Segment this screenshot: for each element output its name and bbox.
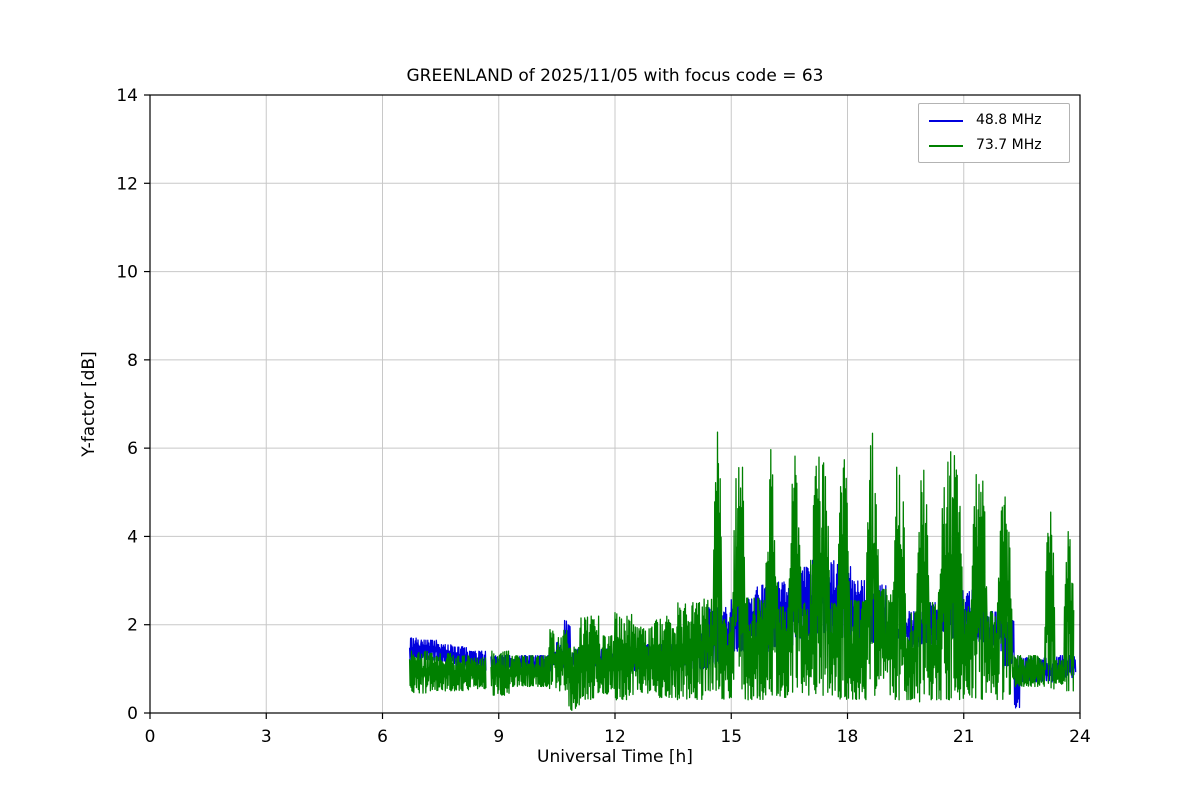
legend-item: 48.8 MHz bbox=[929, 111, 1059, 130]
series-line-73-7-mhz bbox=[408, 650, 487, 694]
legend-label: 48.8 MHz bbox=[976, 112, 1042, 128]
series-line-73-7-mhz bbox=[490, 431, 1075, 712]
x-tick-label: 0 bbox=[145, 727, 156, 747]
x-tick-label: 6 bbox=[377, 727, 388, 747]
y-tick-label: 4 bbox=[127, 527, 138, 547]
x-axis-label: Universal Time [h] bbox=[537, 747, 693, 767]
y-tick-label: 6 bbox=[127, 439, 138, 459]
legend-label: 73.7 MHz bbox=[976, 137, 1042, 153]
x-tick-label: 21 bbox=[953, 727, 975, 747]
y-tick-label: 0 bbox=[127, 704, 138, 724]
x-tick-label: 24 bbox=[1069, 727, 1091, 747]
x-tick-label: 18 bbox=[837, 727, 859, 747]
x-tick-label: 9 bbox=[493, 727, 504, 747]
y-tick-label: 8 bbox=[127, 351, 138, 371]
y-tick-label: 14 bbox=[116, 86, 138, 106]
y-axis-label: Y-factor [dB] bbox=[79, 351, 99, 457]
y-tick-label: 12 bbox=[116, 174, 138, 194]
y-tick-label: 2 bbox=[127, 616, 138, 636]
legend-item: 73.7 MHz bbox=[929, 136, 1059, 155]
chart-title: GREENLAND of 2025/11/05 with focus code … bbox=[406, 66, 824, 86]
x-tick-label: 3 bbox=[261, 727, 272, 747]
legend: 48.8 MHz 73.7 MHz bbox=[918, 103, 1070, 163]
x-tick-label: 15 bbox=[720, 727, 742, 747]
legend-line-swatch-48-8-mhz bbox=[929, 119, 963, 122]
x-tick-label: 12 bbox=[604, 727, 626, 747]
y-tick-label: 10 bbox=[116, 263, 138, 283]
legend-line-swatch-73-7-mhz bbox=[929, 144, 963, 147]
